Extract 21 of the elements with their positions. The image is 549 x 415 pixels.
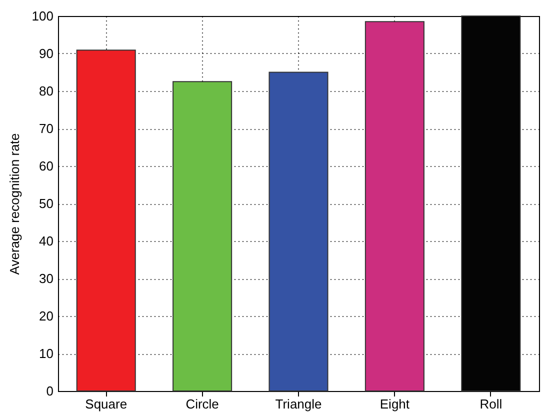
y-axis-title: Average recognition rate xyxy=(6,133,22,275)
y-tick-label: 30 xyxy=(39,271,54,286)
y-tick-label: 10 xyxy=(39,346,54,361)
x-tick-label: Roll xyxy=(480,396,502,412)
y-tick-label: 0 xyxy=(46,384,54,398)
x-tick-label: Eight xyxy=(380,396,410,412)
bar xyxy=(268,72,328,392)
x-tick-label: Circle xyxy=(186,396,219,412)
bar xyxy=(76,50,136,392)
y-tick-label: 90 xyxy=(39,46,54,61)
x-tick-label: Triangle xyxy=(275,396,322,412)
bar xyxy=(172,81,232,392)
y-tick-label: 20 xyxy=(39,308,54,324)
y-tick-label: 50 xyxy=(39,196,54,211)
bar xyxy=(364,21,424,392)
y-tick-label: 60 xyxy=(39,158,54,174)
x-tick-label: Square xyxy=(85,396,128,412)
y-tick-label: 40 xyxy=(39,234,54,248)
y-tick-label: 80 xyxy=(39,84,54,98)
y-tick-label: 100 xyxy=(32,8,54,24)
y-tick-label: 70 xyxy=(39,121,54,136)
